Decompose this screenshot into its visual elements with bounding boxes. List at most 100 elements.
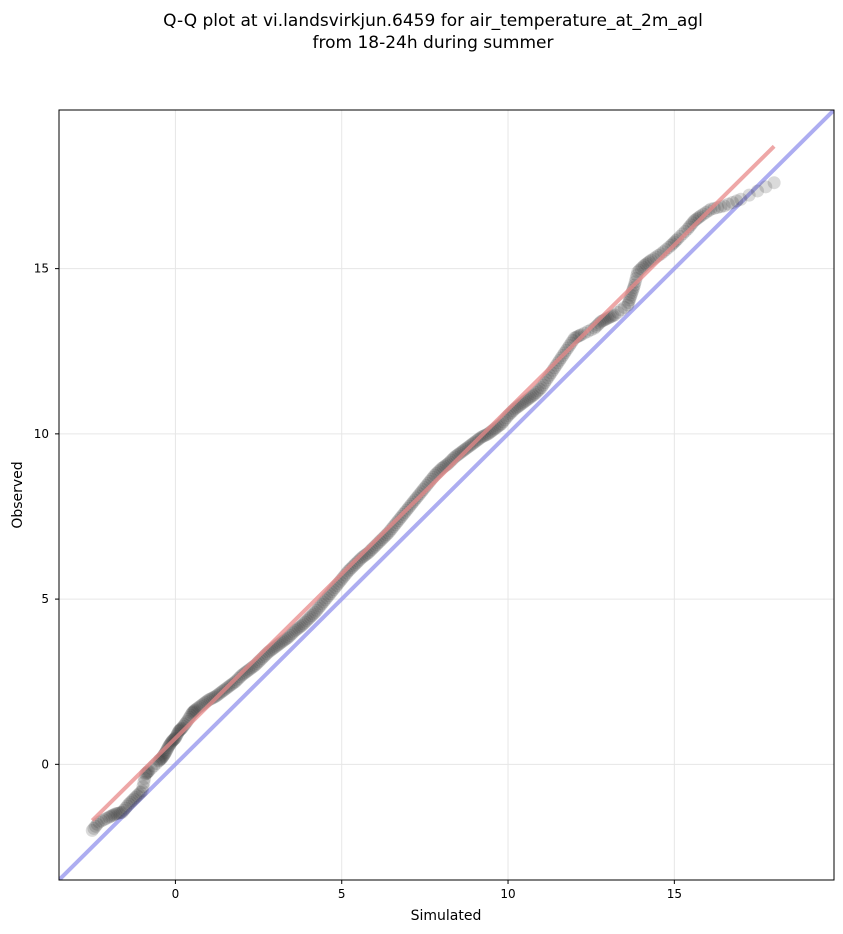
- qq-point-interp-5-3: [127, 792, 141, 806]
- chart-title-line1: Q-Q plot at vi.landsvirkjun.6459 for air…: [163, 11, 703, 31]
- x-tick-label-1: 5: [338, 887, 346, 901]
- qq-point-interp-2-2: [105, 809, 119, 823]
- qq-point-interp-5-1: [124, 795, 138, 809]
- y-tick-label-1: 5: [41, 592, 49, 606]
- qq-point-interp-93-3: [692, 210, 706, 224]
- qq-point-96: [717, 199, 731, 213]
- qq-point-interp-37-3: [306, 607, 320, 621]
- qq-point-interp-35-2: [291, 621, 305, 635]
- qq-point-5: [122, 797, 136, 811]
- qq-point-82: [607, 308, 621, 322]
- qq-point-interp-50-1: [390, 516, 404, 530]
- qq-point-interp-72-1: [536, 378, 550, 392]
- qq-point-interp-77-3: [573, 329, 587, 343]
- qq-point-interp-6-2: [132, 787, 146, 801]
- qq-point-60: [454, 445, 468, 459]
- qq-point-71: [528, 387, 542, 401]
- qq-point-94: [694, 209, 708, 223]
- qq-point-interp-36-3: [300, 614, 314, 628]
- y-axis-label: Observed: [10, 461, 26, 528]
- y-tick-label-3: 15: [34, 262, 49, 276]
- qq-point-97: [734, 192, 748, 206]
- qq-point-interp-33-1: [277, 634, 291, 648]
- qq-point-7: [135, 784, 149, 798]
- qq-point-87: [637, 258, 651, 272]
- qq-point-interp-96-2: [726, 196, 740, 210]
- qq-point-interp-39-1: [316, 595, 330, 609]
- qq-point-interp-36-1: [296, 617, 310, 631]
- qq-point-interp-33-2: [278, 633, 292, 647]
- qq-point-34: [282, 630, 296, 644]
- qq-point-interp-83-1: [622, 296, 636, 309]
- qq-point-interp-4-2: [119, 801, 133, 815]
- qq-point-interp-0-2: [89, 819, 103, 833]
- qq-point-interp-6-3: [133, 785, 147, 799]
- qq-point-interp-1-1: [94, 814, 108, 828]
- qq-point-83: [621, 298, 635, 312]
- qq-point-interp-70-1: [523, 391, 537, 405]
- qq-point-98: [767, 176, 781, 190]
- qq-point-70: [521, 392, 535, 406]
- x-axis-label: Simulated: [411, 908, 482, 924]
- qq-point-interp-35-1: [290, 622, 304, 636]
- qq-point-interp-89-2: [659, 243, 673, 257]
- qq-point-interp-86-3: [636, 260, 650, 274]
- qq-point-interp-81-3: [606, 309, 620, 323]
- qq-point-interp-96-3: [730, 194, 744, 208]
- qq-point-interp-83-2: [622, 293, 636, 307]
- qq-point-interp-72-2: [538, 376, 552, 390]
- qq-point-interp-1-3: [99, 811, 113, 825]
- qq-point-interp-1-2: [97, 813, 111, 827]
- qq-point-interp-6-1: [130, 789, 144, 803]
- qq-point-interp-12-2: [160, 742, 174, 756]
- qq-point-interp-74-1: [549, 358, 563, 372]
- x-tick-label-3: 15: [667, 887, 682, 901]
- qq-point-6: [129, 790, 143, 804]
- qq-point-92: [681, 222, 695, 236]
- qq-point-interp-82-2: [614, 303, 628, 317]
- grid-lines: [59, 110, 834, 880]
- qq-point-interp-7-3: [138, 771, 152, 785]
- qq-point-37: [301, 612, 315, 626]
- qq-point-39: [315, 597, 329, 611]
- qq-point-interp-91-1: [673, 229, 687, 243]
- qq-point-interp-97-3: [759, 180, 773, 194]
- qq-point-interp-34-3: [286, 625, 300, 639]
- qq-point-interp-22-3: [207, 690, 221, 704]
- qq-point-interp-71-1: [529, 386, 543, 400]
- qq-point-interp-71-2: [531, 384, 545, 398]
- qq-point-interp-35-3: [293, 620, 307, 634]
- qq-point-interp-39-2: [318, 593, 332, 607]
- y-axis-ticks: 0 5 10 15: [34, 262, 59, 771]
- qq-point-interp-4-3: [120, 799, 134, 813]
- qq-point-interp-27-1: [237, 667, 251, 681]
- qq-point-interp-38-3: [313, 599, 327, 613]
- qq-point-interp-15-3: [171, 726, 185, 740]
- qq-point-interp-71-3: [533, 382, 547, 396]
- y-tick-label-2: 10: [34, 427, 49, 441]
- x-axis-ticks: 0 5 10 15: [172, 880, 682, 901]
- qq-point-3: [109, 807, 123, 821]
- qq-point-interp-4-1: [117, 803, 131, 817]
- qq-point-50: [388, 518, 402, 532]
- x-tick-label-2: 10: [500, 887, 515, 901]
- qq-point-interp-37-2: [305, 609, 319, 623]
- qq-point-interp-91-3: [678, 224, 692, 238]
- qq-point-interp-33-3: [280, 631, 294, 645]
- qq-point-interp-2-1: [104, 809, 118, 823]
- qq-point-interp-82-3: [617, 300, 631, 314]
- qq-point-interp-96-1: [721, 197, 735, 211]
- qq-point-interp-3-3: [114, 806, 128, 820]
- qq-point-interp-7-1: [136, 780, 150, 794]
- qq-point-interp-3-1: [110, 806, 124, 820]
- qq-point-interp-7-2: [137, 776, 151, 790]
- plot-frame: [58, 109, 835, 881]
- qq-point-54: [415, 485, 429, 499]
- qq-point-interp-76-1: [563, 338, 577, 352]
- chart-title-line2: from 18-24h during summer: [313, 33, 554, 53]
- qq-point-interp-97-1: [742, 188, 756, 202]
- qq-point-interp-0-1: [87, 821, 101, 835]
- qq-point-interp-97-2: [750, 184, 764, 198]
- qq-point-72: [534, 381, 548, 395]
